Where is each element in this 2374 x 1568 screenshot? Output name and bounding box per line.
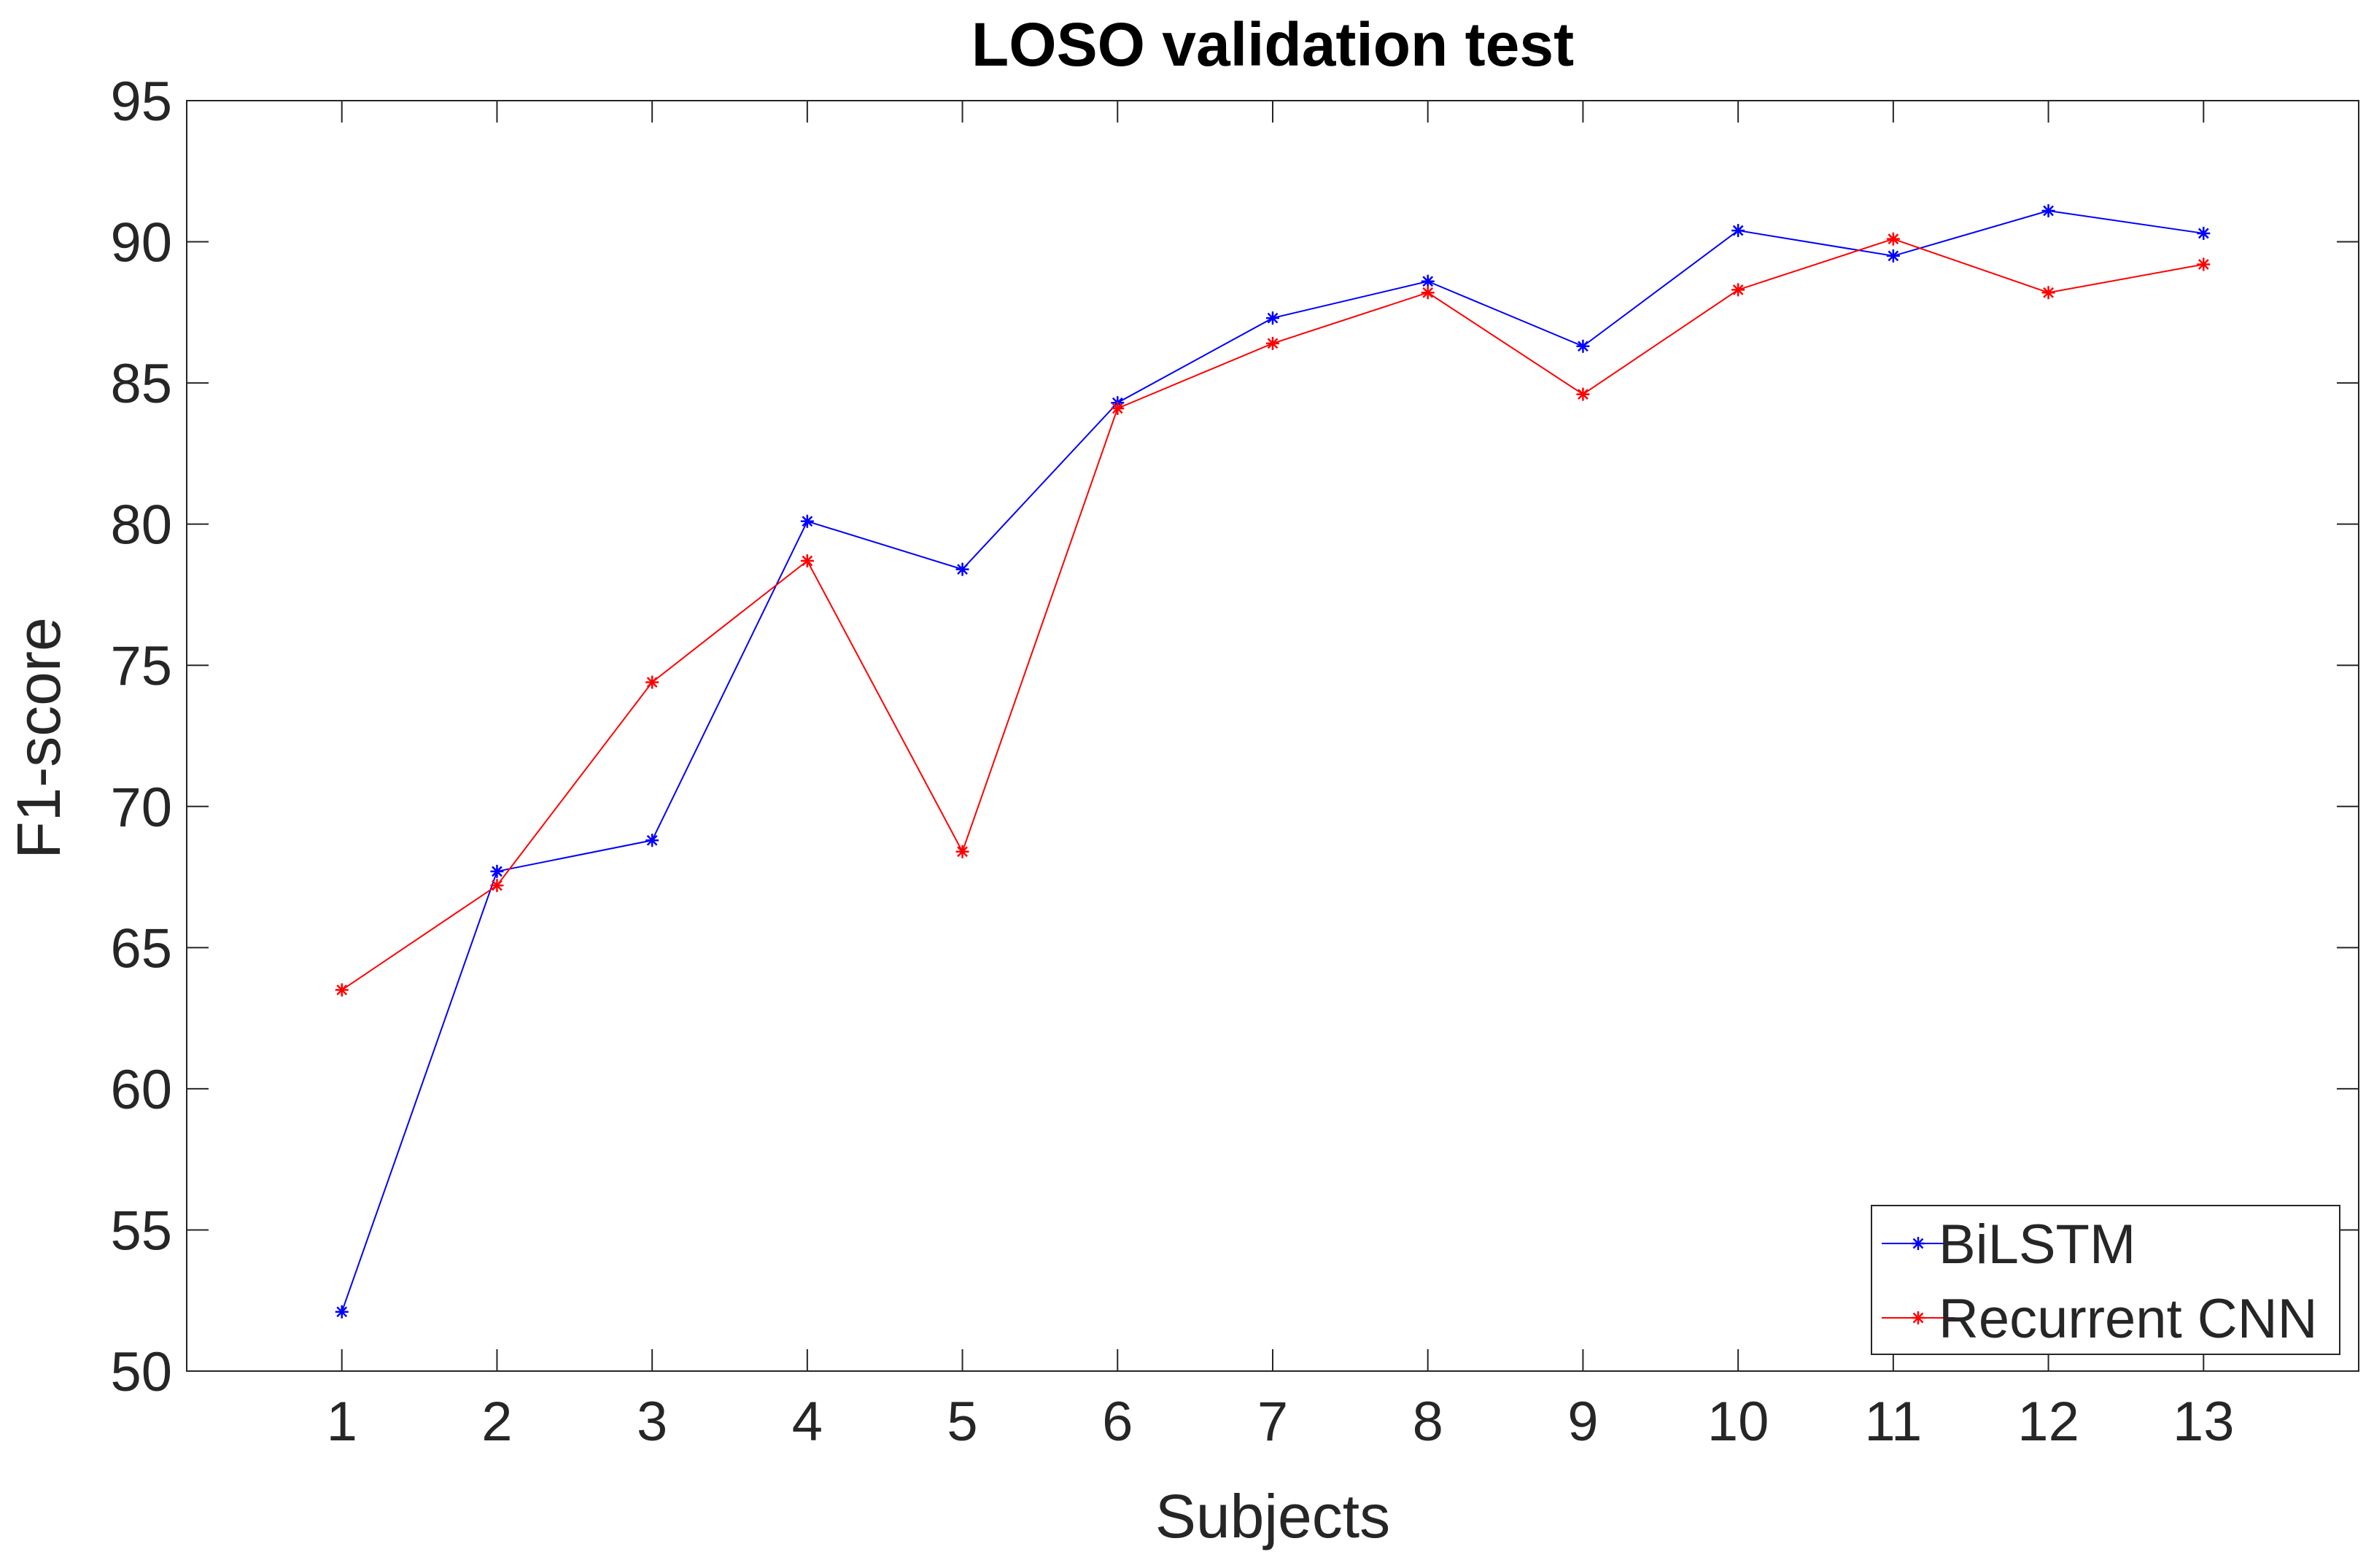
x-tick-label: 7 [1257,1391,1288,1453]
y-tick-label: 60 [110,1059,172,1121]
data-point [1731,224,1745,238]
star-marker-stroke [336,1306,348,1318]
star-marker-stroke [1912,1312,1924,1324]
star-marker-stroke [2043,287,2054,298]
x-tick-label: 10 [1707,1391,1769,1453]
y-tick-label: 50 [110,1341,172,1403]
star-marker-stroke [492,880,503,891]
star-marker-stroke [1578,389,1589,400]
x-tick-label: 2 [481,1391,512,1453]
y-tick-label: 85 [110,353,172,415]
y-tick-label: 90 [110,212,172,274]
data-point [2041,286,2055,300]
data-point [955,845,969,858]
legend-swatch-marker [1912,1237,1925,1250]
star-marker-stroke [1578,341,1589,352]
legend-item: BiLSTM [1882,1214,2136,1276]
star-marker-stroke [336,985,348,995]
chart-title: LOSO validation test [971,10,1574,79]
data-point [1421,274,1435,288]
data-point [800,514,814,528]
data-point [1111,401,1125,415]
data-point [1576,339,1590,353]
star-marker-stroke [957,846,968,858]
legend-item: Recurrent CNN [1882,1288,2317,1350]
star-marker-stroke [1422,276,1434,287]
star-marker-stroke [1888,250,1899,262]
series-1 [335,232,2211,997]
star-marker-stroke [2197,259,2209,270]
data-point [800,554,814,567]
legend-swatch-marker [1912,1311,1925,1324]
data-point [2197,226,2211,240]
legend-box [1871,1205,2340,1355]
legend-label: BiLSTM [1939,1214,2136,1276]
data-point [1266,336,1279,350]
x-tick-label: 8 [1413,1391,1443,1453]
y-tick-label: 80 [110,494,172,556]
x-tick-label: 5 [947,1391,977,1453]
star-marker-stroke [1267,312,1279,324]
data-point [335,1305,349,1319]
data-point [2041,203,2055,217]
data-point [490,864,504,878]
data-point [1886,232,1900,246]
x-tick-label: 3 [637,1391,667,1453]
star-marker-stroke [802,516,813,527]
data-point [1421,286,1435,300]
y-tick-label: 70 [110,777,172,839]
x-tick-label: 4 [792,1391,823,1453]
x-tick-label: 11 [1864,1391,1922,1453]
star-marker-stroke [1732,284,1744,295]
star-marker-stroke [802,555,813,567]
x-tick-label: 9 [1567,1391,1598,1453]
x-tick-label: 13 [2173,1391,2235,1453]
star-marker-stroke [1422,287,1434,298]
x-tick-label: 12 [2017,1391,2079,1453]
data-point [645,675,659,689]
star-marker-stroke [2197,228,2209,239]
data-point [955,562,969,576]
x-tick-label: 6 [1102,1391,1133,1453]
star-marker-stroke [1912,1238,1924,1249]
star-marker-stroke [1888,233,1899,245]
y-tick-label: 65 [110,917,172,979]
x-tick-label: 1 [327,1391,357,1453]
legend: BiLSTM Recurrent CNN [1871,1205,2340,1355]
star-marker-stroke [646,834,658,846]
data-point [1731,283,1745,297]
data-point [1886,249,1900,263]
data-point [1266,311,1279,325]
y-tick-label: 95 [110,71,172,133]
x-axis-label: Subjects [1155,1482,1390,1550]
data-point [645,834,659,847]
data-point [2197,257,2211,271]
star-marker-stroke [1732,225,1744,236]
star-marker-stroke [957,564,968,575]
y-axis-label: F1-score [4,617,73,858]
star-marker-stroke [492,866,503,877]
data-point [490,879,504,893]
star-marker-stroke [2043,205,2054,217]
legend-label: Recurrent CNN [1939,1288,2317,1350]
y-tick-label: 55 [110,1200,172,1262]
data-point [1576,387,1590,401]
star-marker-stroke [1112,403,1123,414]
star-marker-stroke [646,677,658,688]
data-point [335,983,349,997]
star-marker-stroke [1267,338,1279,349]
y-tick-label: 75 [110,635,172,697]
